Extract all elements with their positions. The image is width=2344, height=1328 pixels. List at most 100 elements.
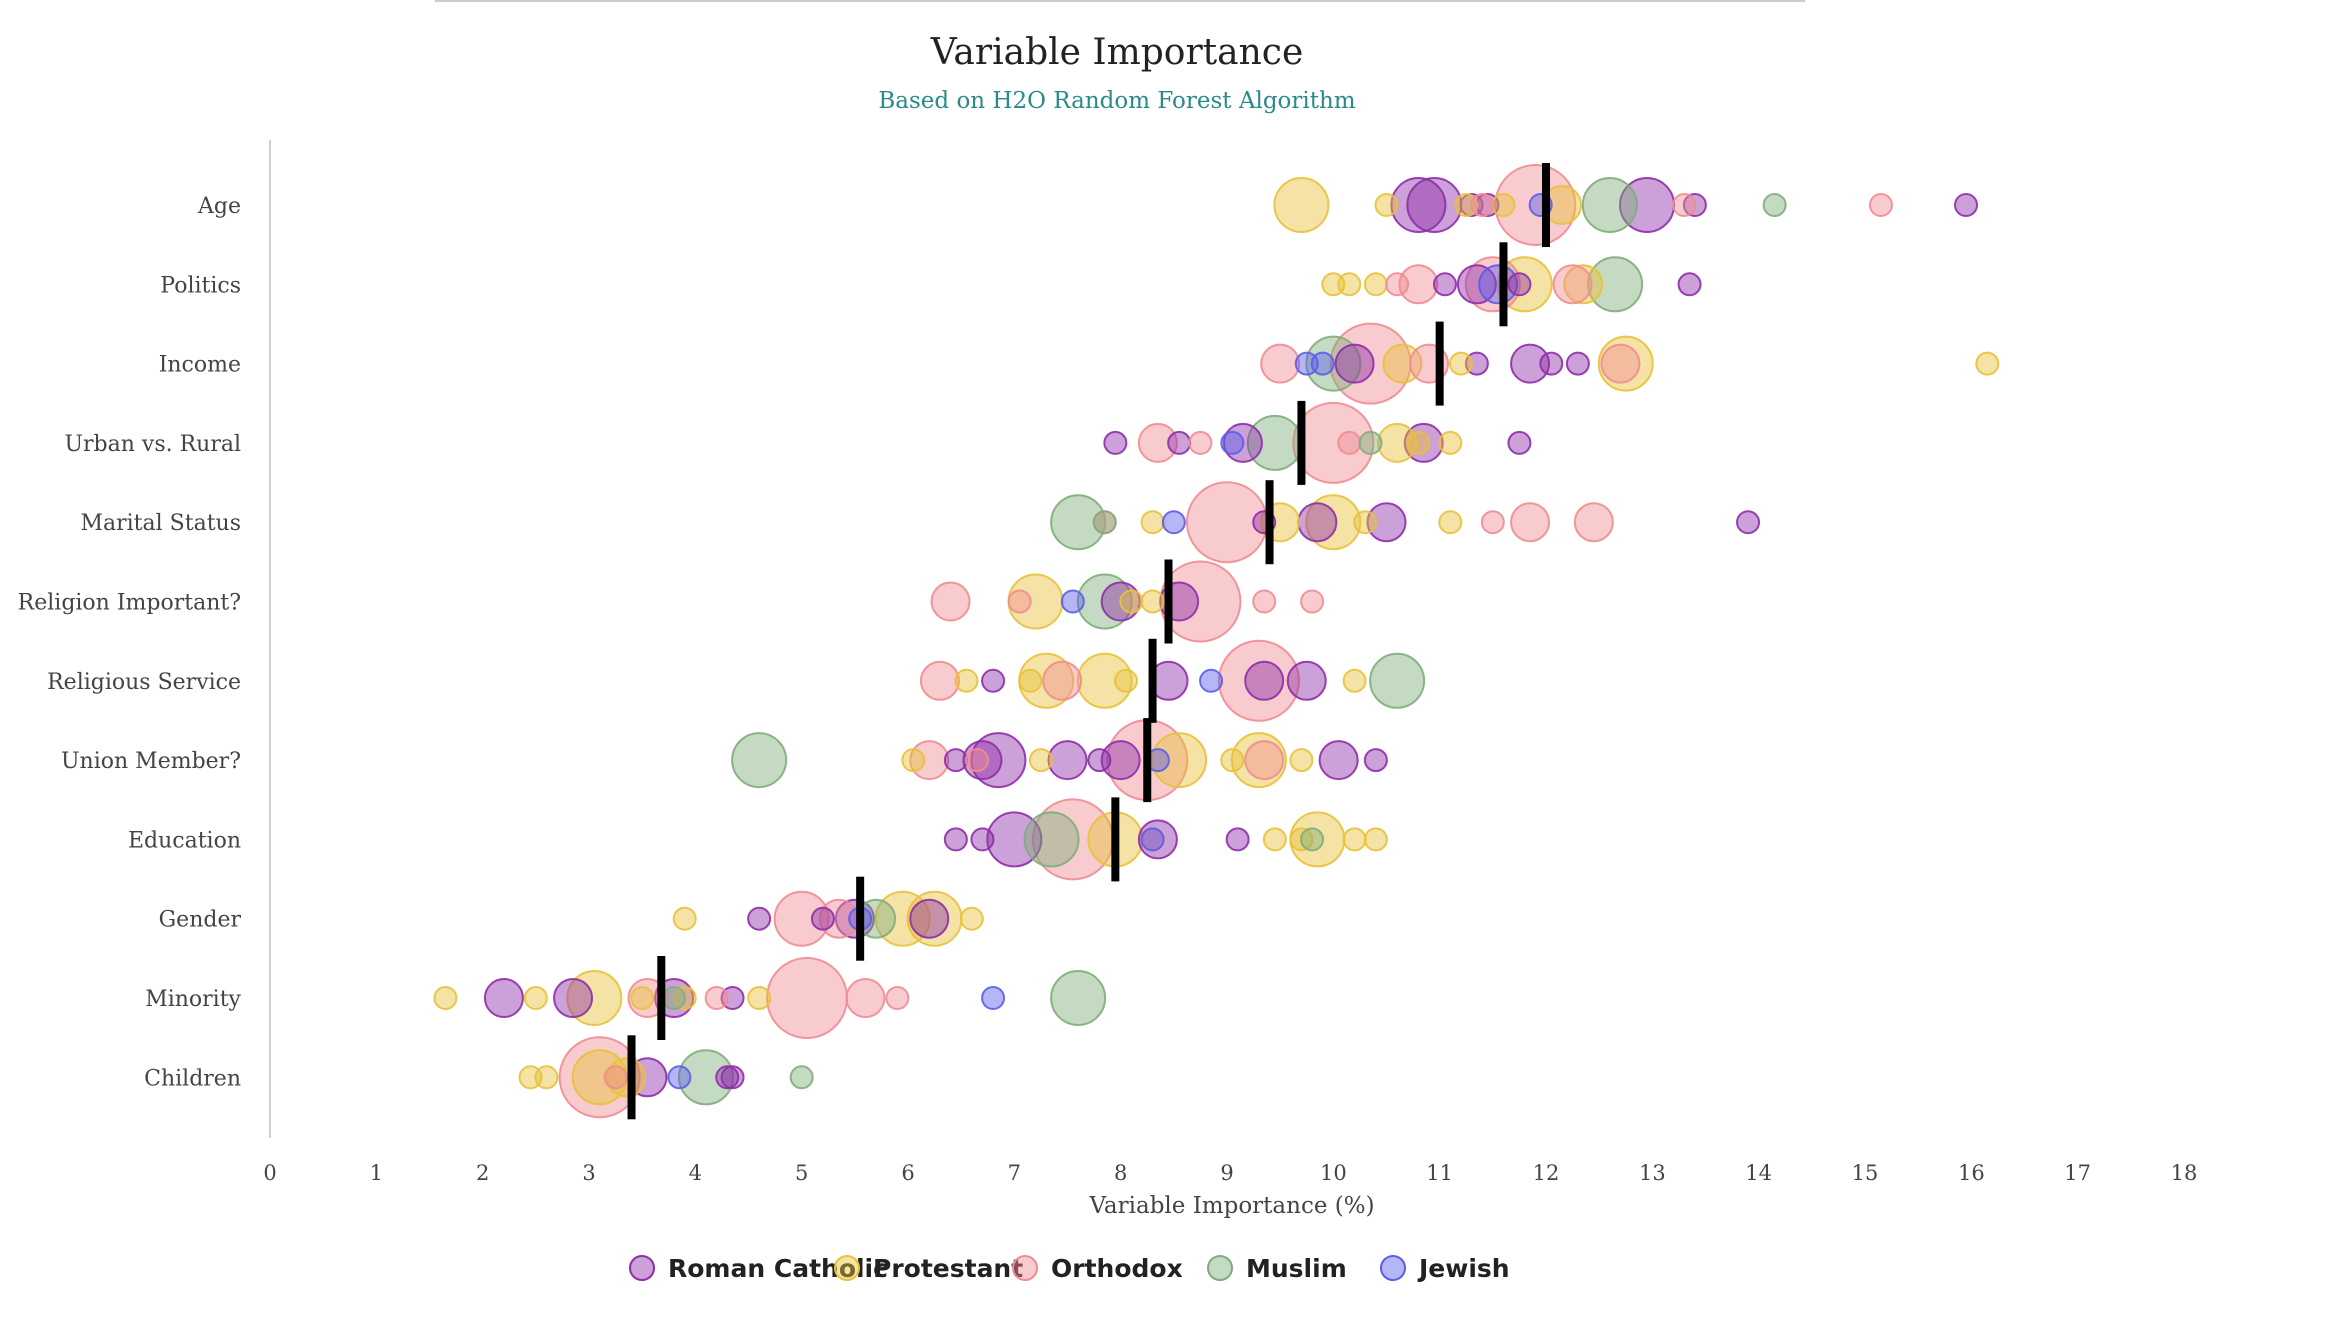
- point-protestant: [534, 1065, 559, 1090]
- median-bar-religion-important: [1164, 559, 1173, 644]
- legend-label: Protestant: [873, 1254, 1023, 1283]
- point-roman-catholic: [1736, 510, 1761, 535]
- legend-swatch-orthodox: [1012, 1255, 1038, 1281]
- category-label-minority: Minority: [145, 987, 241, 1012]
- point-orthodox: [1470, 193, 1495, 217]
- legend-item-muslim[interactable]: Muslim: [1207, 1254, 1347, 1283]
- point-protestant: [1363, 827, 1388, 852]
- point-roman-catholic: [1334, 343, 1375, 384]
- point-roman-catholic: [1507, 272, 1532, 297]
- x-tick-labels: 0 1 2 3 4 5 6 7 8 9 10 11 12 13 14 15 16 17 18: [263, 1161, 2197, 1185]
- point-jewish: [1161, 510, 1186, 535]
- point-roman-catholic: [1456, 264, 1497, 305]
- point-protestant: [1018, 668, 1043, 693]
- point-orthodox: [1480, 510, 1505, 535]
- point-protestant: [1140, 510, 1165, 535]
- point-orthodox: [1398, 264, 1439, 305]
- point-protestant: [1140, 589, 1165, 614]
- point-orthodox: [1300, 589, 1325, 614]
- point-muslim: [1092, 510, 1117, 535]
- median-bar-union-member: [1143, 718, 1152, 803]
- x-tick-label: 14: [1745, 1161, 1772, 1185]
- point-orthodox: [1494, 164, 1577, 246]
- point-roman-catholic: [970, 732, 1027, 789]
- legend-item-protestant[interactable]: Protestant: [834, 1254, 1023, 1283]
- point-protestant: [1028, 748, 1053, 773]
- x-tick-label: 11: [1426, 1161, 1453, 1185]
- point-protestant: [1406, 430, 1431, 455]
- point-roman-catholic: [1087, 748, 1112, 773]
- point-roman-catholic: [1047, 740, 1088, 781]
- x-axis-title: Variable Importance (%): [1088, 1193, 1374, 1219]
- point-protestant: [901, 748, 926, 773]
- point-orthodox: [1260, 343, 1301, 384]
- point-protestant: [1377, 422, 1418, 463]
- point-protestant: [1374, 193, 1399, 217]
- median-bar-education: [1111, 797, 1120, 882]
- point-orthodox: [885, 986, 910, 1010]
- point-orthodox: [1244, 740, 1285, 781]
- x-tick-label: 4: [689, 1161, 702, 1185]
- point-roman-catholic: [810, 906, 835, 931]
- category-label-marital-status: Marital Status: [80, 511, 241, 536]
- category-label-politics: Politics: [160, 273, 241, 298]
- point-jewish: [1220, 430, 1245, 455]
- point-protestant: [1438, 430, 1463, 455]
- point-muslim: [1358, 430, 1383, 455]
- point-protestant: [1563, 264, 1604, 305]
- point-orthodox: [930, 581, 971, 622]
- median-bar-religious-service: [1148, 638, 1157, 723]
- point-orthodox: [773, 890, 830, 947]
- category-label-income: Income: [159, 353, 241, 378]
- point-roman-catholic: [1432, 272, 1457, 297]
- point-protestant: [1305, 494, 1362, 551]
- x-tick-label: 3: [582, 1161, 595, 1185]
- point-roman-catholic: [747, 906, 772, 931]
- point-roman-catholic: [943, 748, 968, 773]
- legend-item-jewish[interactable]: Jewish: [1380, 1254, 1510, 1283]
- x-tick-label: 15: [1852, 1161, 1879, 1185]
- point-roman-catholic: [1390, 177, 1447, 233]
- point-orthodox: [1252, 589, 1277, 614]
- legend-swatch-jewish: [1380, 1255, 1406, 1281]
- point-protestant: [959, 906, 984, 931]
- point-roman-catholic: [1677, 272, 1702, 297]
- point-jewish: [1060, 589, 1085, 614]
- point-protestant: [1597, 335, 1654, 392]
- point-orthodox: [1552, 264, 1593, 305]
- point-orthodox: [1137, 422, 1178, 463]
- point-jewish: [1140, 827, 1165, 852]
- point-roman-catholic: [909, 898, 950, 939]
- point-protestant: [1273, 177, 1330, 233]
- legend-label: Jewish: [1417, 1254, 1510, 1283]
- x-tick-label: 6: [901, 1161, 914, 1185]
- legend-item-roman-catholic[interactable]: Roman Catholic: [629, 1254, 888, 1283]
- point-roman-catholic: [553, 978, 594, 1018]
- point-roman-catholic: [1318, 740, 1359, 781]
- legend-label: Orthodox: [1051, 1254, 1183, 1283]
- point-roman-catholic: [1565, 351, 1590, 376]
- point-protestant: [523, 986, 548, 1010]
- legend-swatch-protestant: [834, 1255, 860, 1281]
- point-muslim: [1023, 811, 1080, 868]
- point-roman-catholic: [1225, 827, 1250, 852]
- x-tick-label: 16: [1958, 1161, 1985, 1185]
- category-label-religion-important: Religion Important?: [18, 591, 241, 616]
- x-tick-label: 2: [476, 1161, 489, 1185]
- median-bar-politics: [1499, 242, 1508, 327]
- point-protestant: [1262, 827, 1287, 852]
- median-markers: [627, 163, 1550, 1120]
- point-orthodox: [1868, 193, 1893, 217]
- median-bar-marital-status: [1265, 480, 1274, 565]
- point-jewish: [1478, 264, 1519, 305]
- median-bar-urban-vs-rural: [1297, 400, 1306, 485]
- legend-swatch-roman-catholic: [629, 1255, 655, 1281]
- point-jewish: [981, 986, 1006, 1010]
- point-roman-catholic: [970, 827, 995, 852]
- point-orthodox: [845, 978, 886, 1018]
- legend-item-orthodox[interactable]: Orthodox: [1012, 1254, 1183, 1283]
- point-roman-catholic: [483, 978, 524, 1018]
- point-protestant: [1491, 193, 1516, 217]
- median-bar-age: [1542, 163, 1550, 247]
